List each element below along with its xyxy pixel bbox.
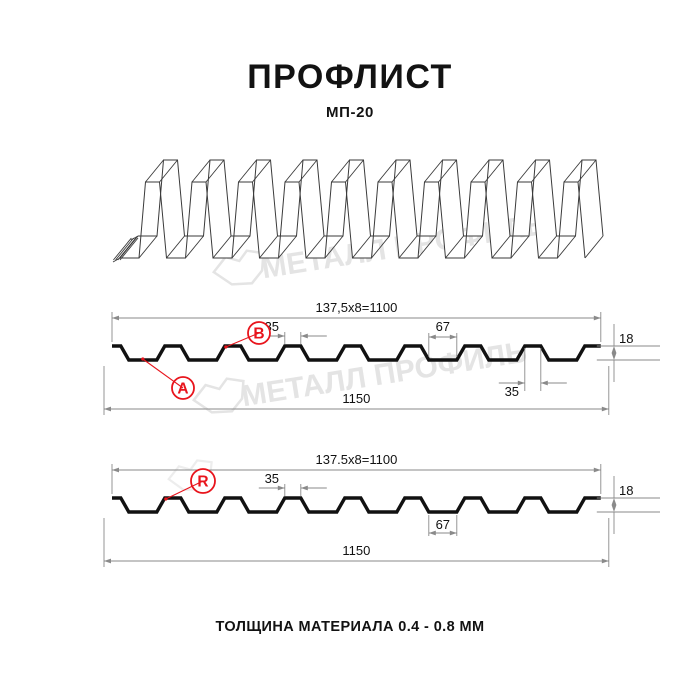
- isometric-profile: [112, 159, 604, 263]
- dim-35-bottom: 35: [505, 384, 519, 399]
- profile-outline: [112, 496, 601, 514]
- marker-label: A: [177, 381, 188, 398]
- dim-18-bottom-section: 18: [619, 483, 633, 498]
- marker-label: B: [253, 326, 264, 343]
- marker-label: R: [197, 474, 208, 491]
- dim-18-top-section: 18: [619, 331, 633, 346]
- svg-text:67: 67: [436, 319, 450, 334]
- svg-text:137,5x8=1100: 137,5x8=1100: [315, 300, 397, 315]
- dim-67-bottom-section: 67: [436, 517, 450, 532]
- svg-text:1150: 1150: [342, 391, 370, 406]
- page-subtitle: МП-20: [326, 104, 374, 121]
- svg-text:1150: 1150: [342, 543, 370, 558]
- profile-outline: [112, 344, 601, 362]
- svg-text:137.5x8=1100: 137.5x8=1100: [315, 452, 397, 467]
- page-title: ПРОФЛИСТ: [247, 58, 453, 96]
- material-thickness-note: ТОЛЩИНА МАТЕРИАЛА 0.4 - 0.8 ММ: [215, 619, 485, 635]
- dim-35-bottom-section: 35: [265, 471, 279, 486]
